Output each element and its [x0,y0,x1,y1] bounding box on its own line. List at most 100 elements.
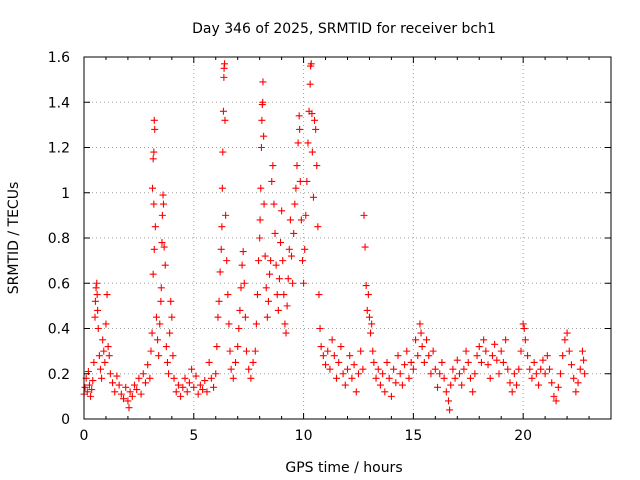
y-tick-label: 0.2 [48,367,70,383]
data-point [111,388,119,396]
data-point [311,116,319,124]
data-point [446,406,454,414]
data-point [451,374,459,382]
data-point [284,275,292,283]
data-point [350,361,358,369]
data-point [387,392,395,400]
data-point [471,370,479,378]
data-point [161,261,169,269]
data-point [341,381,349,389]
data-point [491,340,499,348]
grid [84,57,611,419]
data-point [201,377,209,385]
data-point [106,370,114,378]
data-point [260,200,268,208]
data-point [313,162,321,170]
data-point [152,313,160,321]
data-point [307,60,315,68]
data-point [172,388,180,396]
data-point [526,365,534,373]
data-point [218,223,226,231]
data-point [149,155,157,163]
data-point [372,374,380,382]
data-point [346,352,354,360]
data-point [291,200,299,208]
data-point [326,365,334,373]
data-point [368,320,376,328]
data-point [115,381,123,389]
data-point [374,365,382,373]
data-point [506,379,514,387]
data-point [139,370,147,378]
data-point [322,361,330,369]
data-point [504,365,512,373]
data-point [275,275,283,283]
data-point [409,365,417,373]
data-point [220,73,228,81]
data-point [581,370,589,378]
data-point [546,365,554,373]
data-point [156,320,164,328]
y-tick-labels: 0 0.2 0.4 0.6 0.8 1 1.2 1.4 1.6 [48,50,70,428]
data-point [247,374,255,382]
data-point [160,243,168,251]
data-point [438,358,446,366]
data-point [363,306,371,314]
data-point [515,365,523,373]
data-point [319,352,327,360]
data-point [578,347,586,355]
data-point [367,329,375,337]
data-point [259,98,267,106]
data-point [128,392,136,400]
data-point [293,162,301,170]
data-point [203,388,211,396]
data-point [126,388,134,396]
data-point [269,162,277,170]
data-point [103,291,111,299]
data-point [359,365,367,373]
data-point [167,297,175,305]
data-point [239,248,247,256]
data-point [223,257,231,265]
data-point [210,383,218,391]
data-point [87,392,95,400]
data-point [151,223,159,231]
data-point [289,279,297,287]
data-point [383,358,391,366]
data-point [580,356,588,364]
data-point [348,374,356,382]
data-point [295,112,303,120]
data-point [90,358,98,366]
data-point [179,383,187,391]
data-point [163,358,171,366]
data-point [414,352,422,360]
data-point [385,374,393,382]
axis-ticks [83,56,611,420]
data-point [83,388,91,396]
data-point [157,297,165,305]
y-tick-label: 1.6 [48,50,70,66]
data-point [272,261,280,269]
data-point [150,148,158,156]
data-point [196,381,204,389]
data-points [80,60,589,414]
data-point [510,370,518,378]
data-point [150,116,158,124]
data-point [222,211,230,219]
data-point [221,116,229,124]
data-point [235,325,243,332]
data-point [258,116,266,124]
data-point [225,320,233,328]
data-point [554,383,562,391]
data-point [93,291,101,299]
data-point [543,352,551,360]
data-point [141,379,149,387]
data-point [219,148,227,156]
data-point [460,365,468,373]
data-point [277,239,285,247]
data-point [144,361,152,369]
data-point [541,370,549,378]
data-point [502,336,510,344]
data-point [125,404,133,412]
data-point [394,352,402,360]
